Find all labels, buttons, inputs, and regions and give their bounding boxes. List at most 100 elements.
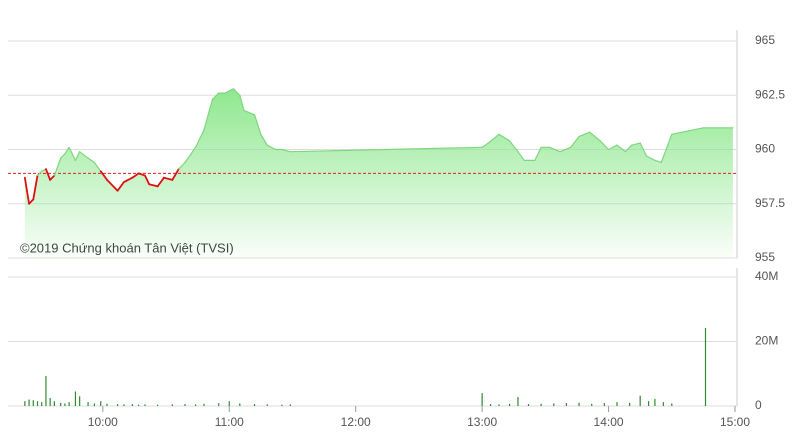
price-segment (93, 161, 102, 172)
y-tick-label: 962.5 (755, 87, 785, 101)
volume-bar (662, 402, 664, 406)
volume-bar (32, 400, 34, 406)
price-segment (194, 129, 205, 148)
volume-bar (266, 404, 268, 406)
price-segment (534, 146, 542, 161)
price-segment (122, 176, 134, 183)
volume-bar (527, 404, 530, 406)
price-segment (116, 181, 125, 192)
price-segment (148, 183, 159, 188)
price-segment (64, 146, 70, 155)
price-segment (32, 174, 39, 201)
price-segment (559, 146, 572, 153)
price-segment (156, 176, 165, 188)
volume-bar (87, 402, 89, 406)
volume-bar (704, 327, 707, 406)
price-segment (281, 148, 291, 153)
volume-bar (239, 403, 241, 406)
price-segment (481, 142, 490, 148)
price-segment (599, 140, 610, 151)
volume-bar (74, 391, 77, 406)
price-segment (517, 151, 525, 161)
price-segment (239, 94, 245, 112)
price-segment (74, 151, 81, 161)
price-segment (243, 109, 256, 116)
price-segment (624, 144, 633, 153)
volume-bar (24, 401, 26, 406)
volume-bar (184, 404, 186, 406)
volume-bar (138, 404, 140, 406)
volume-bar (218, 403, 220, 406)
price-segment (260, 133, 268, 146)
y-tick-label: 20M (755, 334, 778, 348)
price-segment (660, 133, 673, 164)
volume-bar (578, 402, 580, 406)
copyright: ©2019 Chứng khoán Tân Việt (TVSI) (20, 240, 234, 255)
volume-bar (498, 404, 500, 406)
y-tick-label: 965 (755, 33, 775, 47)
price-segment (498, 133, 511, 142)
volume-bar (517, 396, 519, 406)
volume-bar (553, 403, 555, 406)
x-tick-label: 14:00 (594, 415, 624, 429)
price-segment (184, 146, 197, 164)
y-tick-label: 40M (755, 269, 778, 283)
volume-bar (289, 404, 291, 406)
volume-bar (508, 403, 511, 406)
price-segment (203, 98, 214, 131)
volume-bar (489, 404, 492, 406)
price-segment (639, 142, 648, 157)
price-segment (631, 142, 641, 146)
price-segment (232, 88, 241, 96)
volume-bar (565, 403, 568, 406)
price-segment (163, 176, 174, 181)
price-segment (289, 146, 483, 153)
price-segment (616, 144, 627, 153)
price-segment (144, 174, 151, 186)
y-tick-label: 960 (755, 142, 775, 156)
y-tick-label: 955 (755, 250, 775, 264)
volume-bar (123, 404, 125, 406)
price-segment (178, 161, 186, 170)
volume-bar (194, 404, 197, 406)
volume-bar (603, 403, 605, 406)
price-segment (131, 172, 140, 179)
volume-bar (540, 403, 542, 406)
price-segment (224, 88, 235, 94)
price-segment (36, 170, 43, 177)
volume-bar (45, 376, 47, 406)
price-segment (49, 174, 56, 181)
volume-bar (131, 404, 133, 406)
volume-bar (49, 397, 51, 406)
volume-bar (616, 402, 618, 406)
volume-bar (116, 404, 119, 406)
volume-bar (654, 398, 656, 406)
volume-bar (28, 399, 30, 406)
price-segment (570, 135, 580, 148)
volume-bar (60, 402, 62, 406)
price-segment (508, 140, 519, 153)
volume-bar (106, 403, 108, 406)
volume-bar (144, 404, 146, 406)
price-segment (79, 151, 89, 159)
price-segment (53, 157, 62, 177)
price-segment (588, 131, 601, 142)
price-segment (23, 176, 30, 205)
volume-bar (228, 401, 230, 406)
volume-bar (93, 403, 95, 406)
price-segment (106, 178, 119, 192)
price-segment (68, 146, 77, 161)
volume-bar (157, 404, 159, 406)
volume-bar (281, 404, 283, 406)
price-segment (548, 146, 561, 153)
price-segment (253, 114, 262, 135)
volume-bar (591, 403, 593, 406)
price-segment (28, 198, 35, 205)
volume-bar (79, 396, 81, 406)
price-segment (654, 159, 662, 164)
x-tick-label: 12:00 (341, 415, 371, 429)
price-segment (671, 127, 704, 135)
price-segment (87, 157, 95, 164)
volume-bar (36, 401, 39, 406)
